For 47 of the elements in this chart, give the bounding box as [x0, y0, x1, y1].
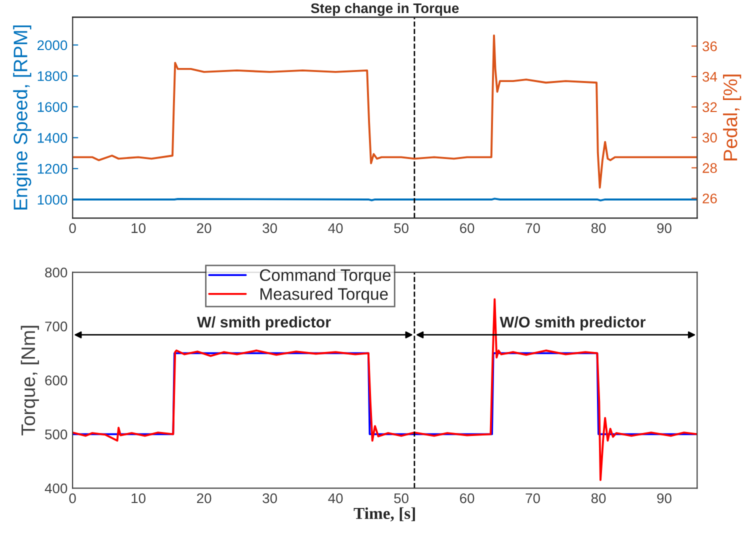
x-tick-label: 50	[394, 493, 408, 504]
annotation: W/ smith predictor	[196, 316, 331, 331]
y2-tick-label: 30	[702, 132, 717, 143]
annotation: W/O smith predictor	[500, 316, 646, 331]
x-tick-label: 30	[262, 223, 277, 234]
x-tick-label: 70	[526, 493, 540, 504]
x-tick-label: 70	[526, 223, 540, 234]
y-tick-label: 800	[45, 268, 68, 278]
y-tick-label: 700	[45, 322, 68, 332]
y2-tick-label: 26	[702, 194, 717, 204]
x-tick-label: 0	[69, 493, 76, 504]
x-tick-label: 80	[591, 223, 606, 234]
y2-tick-label: 32	[702, 102, 717, 112]
y2-tick-label: 36	[702, 41, 717, 52]
x-tick-label: 0	[69, 223, 76, 234]
x-axis-title: Time, [s]	[354, 507, 415, 522]
y-tick-label: 1600	[38, 102, 68, 112]
line-series	[72, 34, 698, 189]
x-tick-label: 80	[591, 493, 606, 504]
x-tick-label: 40	[328, 223, 343, 234]
x-tick-label: 50	[394, 223, 408, 234]
y-tick-label: 2000	[38, 40, 68, 50]
x-tick-label: 90	[657, 223, 672, 234]
y-tick-label: 600	[45, 376, 68, 386]
x-tick-label: 90	[657, 493, 672, 504]
y2-tick-label: 34	[702, 72, 718, 82]
x-tick-label: 60	[460, 493, 474, 504]
x-tick-label: 40	[328, 493, 343, 504]
y-tick-label: 400	[44, 483, 68, 494]
legend-label: Command Torque	[260, 268, 391, 284]
chart-title: Step change in Torque	[310, 2, 459, 16]
x-tick-label: 10	[132, 493, 146, 504]
x-tick-label: 20	[197, 493, 212, 504]
x-tick-label: 60	[460, 223, 474, 234]
y-tick-label: 500	[45, 430, 68, 440]
x-tick-label: 10	[132, 223, 146, 234]
y-axis-title: Engine Speed, [RPM]	[13, 25, 32, 210]
y2-axis-title: Pedal, [%]	[723, 74, 742, 160]
y-tick-label: 1000	[38, 194, 68, 205]
y-tick-label: 1400	[38, 133, 68, 143]
x-tick-label: 20	[197, 223, 212, 234]
y2-tick-label: 28	[702, 163, 717, 173]
x-tick-label: 30	[262, 493, 277, 504]
y-tick-label: 1200	[38, 164, 68, 174]
legend-label: Measured Torque	[260, 288, 388, 304]
y-tick-label: 1800	[38, 71, 68, 82]
y-axis-title: Torque, [Nm]	[20, 326, 39, 436]
